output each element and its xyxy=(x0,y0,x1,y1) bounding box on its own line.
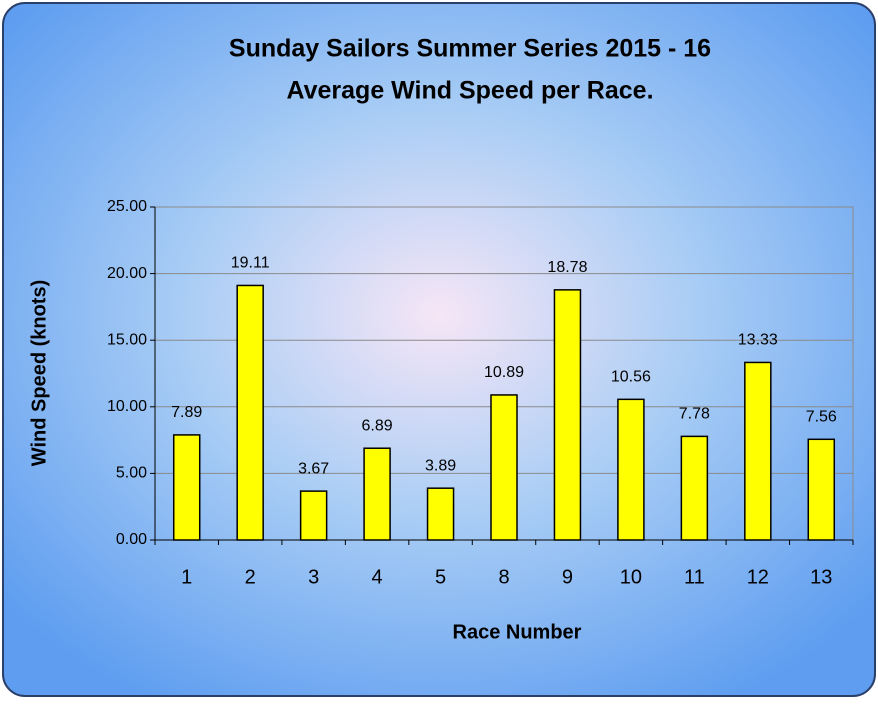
x-tick-label: 9 xyxy=(562,566,573,588)
data-label: 3.67 xyxy=(298,460,329,477)
x-tick-label: 5 xyxy=(435,566,446,588)
y-axis-label: Wind Speed (knots) xyxy=(28,280,50,466)
data-label: 10.89 xyxy=(484,364,524,381)
x-tick-label: 11 xyxy=(684,566,705,588)
x-tick-label: 8 xyxy=(498,566,509,588)
bar xyxy=(553,289,582,541)
bar xyxy=(426,487,455,541)
x-tick-label: 2 xyxy=(245,566,256,588)
data-label: 18.78 xyxy=(547,259,587,276)
bar xyxy=(617,398,645,541)
data-label: 6.89 xyxy=(362,417,393,434)
x-tick-label: 10 xyxy=(620,566,642,588)
bar xyxy=(236,284,264,541)
data-label: 7.89 xyxy=(171,404,202,421)
data-label: 13.33 xyxy=(738,332,778,349)
x-tick-label: 3 xyxy=(308,566,319,588)
data-label: 3.89 xyxy=(425,457,456,474)
y-tick-label: 10.00 xyxy=(107,398,147,415)
data-label: 7.78 xyxy=(679,406,710,423)
data-label: 7.56 xyxy=(806,409,837,426)
bar xyxy=(490,394,518,541)
y-tick-label: 0.00 xyxy=(116,531,147,548)
bar xyxy=(172,434,201,541)
bar xyxy=(744,361,772,541)
data-label: 19.11 xyxy=(231,255,270,272)
bar xyxy=(299,490,328,541)
chart-title: Average Wind Speed per Race. xyxy=(286,77,653,105)
bar xyxy=(680,435,709,541)
bar xyxy=(807,438,836,541)
x-tick-label: 12 xyxy=(747,566,769,588)
x-tick-label: 13 xyxy=(810,566,832,588)
y-tick-label: 5.00 xyxy=(116,465,147,482)
x-axis-label: Race Number xyxy=(453,621,582,643)
y-tick-label: 25.00 xyxy=(107,198,147,215)
chart-title: Sunday Sailors Summer Series 2015 - 16 xyxy=(229,35,711,63)
x-tick-label: 1 xyxy=(181,566,192,588)
data-label: 10.56 xyxy=(611,369,651,386)
x-tick-label: 4 xyxy=(372,566,383,588)
y-tick-label: 20.00 xyxy=(107,265,147,282)
bar xyxy=(363,447,391,541)
y-tick-label: 15.00 xyxy=(107,331,147,348)
